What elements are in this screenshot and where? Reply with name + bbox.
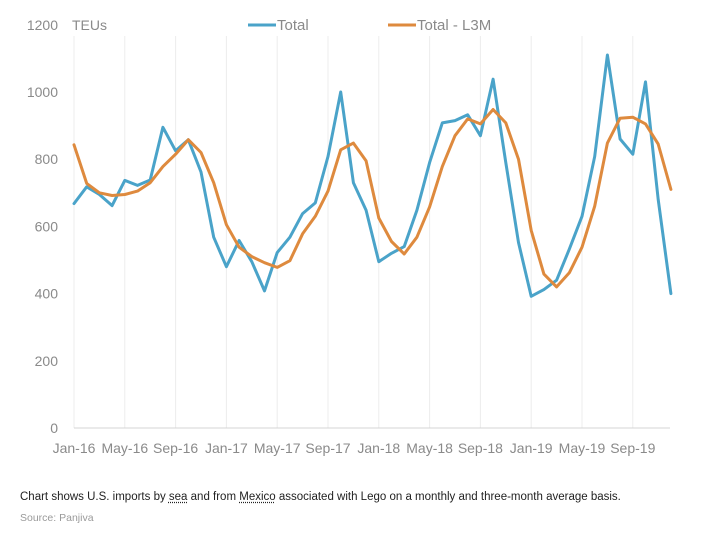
x-tick-label: Jan-19 <box>510 440 553 456</box>
x-tick-label: Jan-18 <box>357 440 400 456</box>
caption-text-start: Chart shows U.S. imports by <box>20 491 169 503</box>
x-axis-ticks: Jan-16 May-16 Sep-16 Jan-17 May-17 Sep-17 Jan-… <box>53 440 656 456</box>
y-tick-label: 1000 <box>27 84 58 100</box>
caption-text-end: associated with Lego on a monthly and th… <box>275 491 621 503</box>
y-tick-label: 200 <box>35 353 59 369</box>
y-tick-label: 400 <box>35 286 59 302</box>
legend-label-total: Total <box>277 17 309 34</box>
legend: Total Total - L3M <box>248 17 491 34</box>
legend-label-total-l3m: Total - L3M <box>417 17 491 34</box>
x-tick-label: Jan-17 <box>205 440 248 456</box>
y-tick-label: 1200 <box>27 17 58 33</box>
x-tick-label: May-18 <box>406 440 453 456</box>
line-chart: 0 200 400 600 800 1000 1200 TEUs Jan-16 May-16 S… <box>27 17 673 456</box>
x-tick-label: Jan-16 <box>53 440 96 456</box>
series-lines <box>72 53 673 298</box>
caption-text-middle: and from <box>187 491 240 503</box>
vertical-gridlines <box>73 36 634 428</box>
source-note: Source: Panjiva <box>20 512 94 524</box>
y-axis-unit-label: TEUs <box>72 17 107 33</box>
y-tick-label: 800 <box>35 151 59 167</box>
y-tick-label: 600 <box>35 218 59 234</box>
x-tick-label: Sep-17 <box>305 440 350 456</box>
caption-link-mexico[interactable]: Mexico <box>239 491 276 503</box>
x-tick-label: May-16 <box>101 440 148 456</box>
series-line-total <box>72 53 673 298</box>
caption-link-sea[interactable]: sea <box>168 491 188 503</box>
chart-caption: Chart shows U.S. imports by sea and from… <box>20 491 621 503</box>
y-axis-ticks: 0 200 400 600 800 1000 1200 <box>27 17 58 436</box>
y-tick-label: 0 <box>50 420 58 436</box>
series-line-total-l3m <box>72 108 673 289</box>
x-tick-label: Sep-19 <box>610 440 655 456</box>
x-tick-label: May-19 <box>559 440 606 456</box>
x-tick-label: May-17 <box>254 440 301 456</box>
x-tick-label: Sep-18 <box>458 440 503 456</box>
x-tick-label: Sep-16 <box>153 440 198 456</box>
